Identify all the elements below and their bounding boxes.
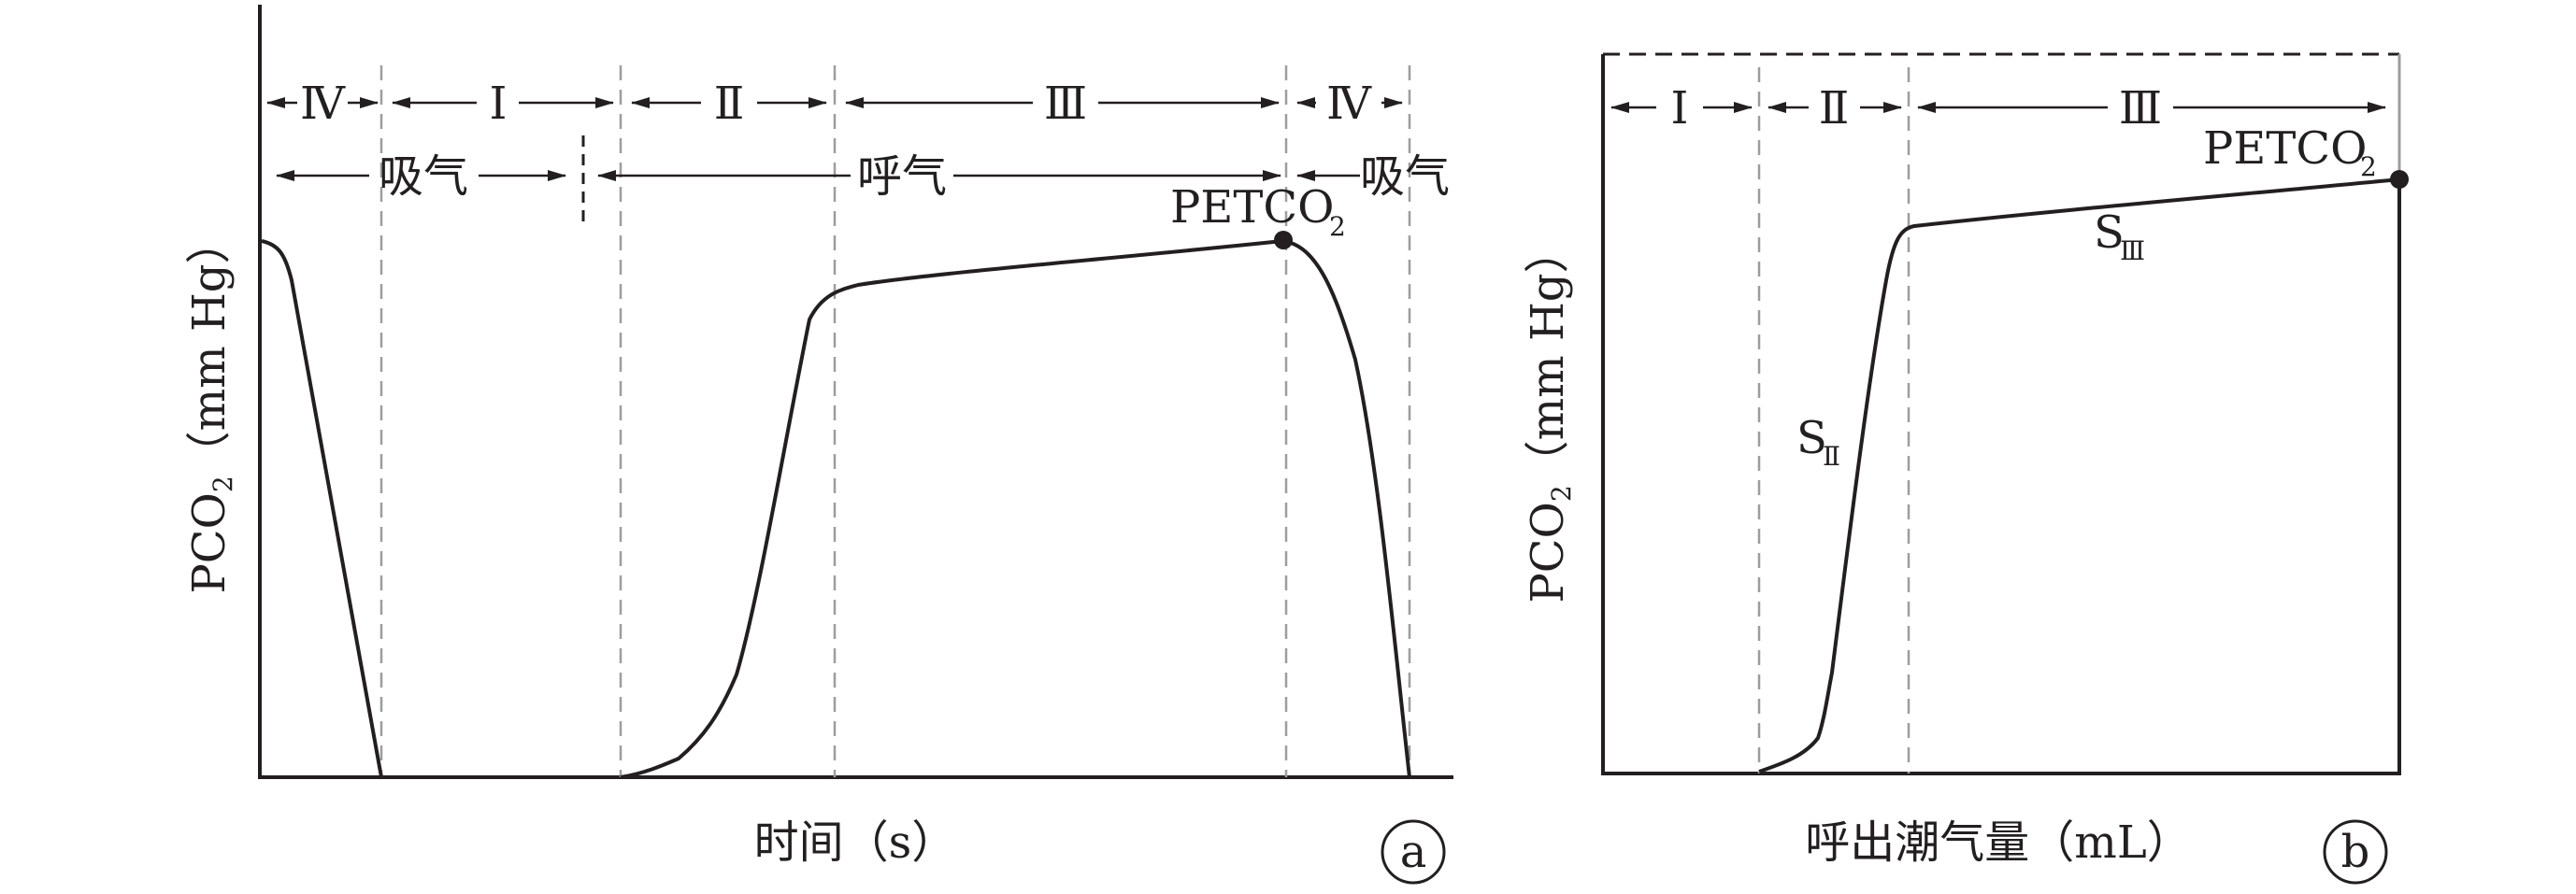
panel-a-phase-label: Ⅱ bbox=[714, 78, 745, 130]
panel-a: Ⅳ Ⅰ Ⅱ Ⅲ Ⅳ 吸气 呼气 吸气 P bbox=[183, 5, 1453, 885]
panel-a-capnogram-curve bbox=[261, 239, 1411, 779]
panel-b-petco2-point bbox=[2390, 170, 2409, 189]
panel-a-petco2-point bbox=[1274, 231, 1293, 249]
panel-a-y-axis-label: PCO2（mm Hg） bbox=[183, 219, 238, 593]
panel-a-cycle-label: 呼气 bbox=[857, 150, 947, 203]
panel-b-slope-3-subscript: Ⅲ bbox=[2120, 235, 2145, 266]
panel-a-phase-label: Ⅰ bbox=[490, 78, 508, 130]
panel-a-x-axis-label: 时间（s） bbox=[754, 816, 957, 869]
panel-b-petco2-label: PETCO bbox=[2203, 122, 2367, 175]
panel-a-petco2-subscript: 2 bbox=[1329, 211, 1346, 242]
panel-b-phase-label: Ⅲ bbox=[2119, 82, 2162, 135]
panel-b-y-axis-label: PCO2（mm Hg） bbox=[1522, 228, 1577, 603]
panel-a-badge bbox=[1381, 819, 1446, 885]
panel-a-petco2-label: PETCO bbox=[1170, 181, 1334, 234]
panel-b-phase-row: Ⅰ Ⅱ Ⅲ bbox=[1610, 82, 2386, 135]
panel-b-phase-label: Ⅱ bbox=[1819, 82, 1850, 135]
panel-a-cycle-row: 吸气 呼气 吸气 bbox=[276, 150, 1450, 203]
panel-b-badge bbox=[2323, 819, 2388, 885]
panel-b-phase-label: Ⅰ bbox=[1671, 82, 1689, 135]
panel-a-badge-letter: a bbox=[1400, 826, 1427, 878]
panel-b-capnogram-curve bbox=[1758, 177, 2400, 773]
panel-b-slope-2-subscript: Ⅱ bbox=[1823, 441, 1840, 472]
panel-b-badge-letter: b bbox=[2341, 826, 2370, 878]
panel-a-cycle-label: 吸气 bbox=[1360, 150, 1450, 203]
panel-a-phase-label: Ⅳ bbox=[300, 78, 346, 130]
panel-a-phase-row: Ⅳ Ⅰ Ⅱ Ⅲ Ⅳ bbox=[266, 78, 1403, 130]
panel-a-phase-label: Ⅲ bbox=[1044, 78, 1087, 130]
panel-b-slope-2-label: S bbox=[1796, 412, 1827, 464]
panel-a-cycle-label: 吸气 bbox=[379, 150, 468, 203]
panel-a-phase-label: Ⅳ bbox=[1326, 78, 1372, 130]
panel-b-x-axis-label: 呼出潮气量（mL） bbox=[1805, 816, 2191, 869]
panel-b-petco2-subscript: 2 bbox=[2360, 151, 2377, 182]
panel-b-slope-3-label: S bbox=[2094, 206, 2125, 259]
panel-b: Ⅰ Ⅱ Ⅲ PETCO 2 S Ⅱ S Ⅲ PCO2（mm Hg） 呼出潮气量（… bbox=[1522, 52, 2409, 885]
